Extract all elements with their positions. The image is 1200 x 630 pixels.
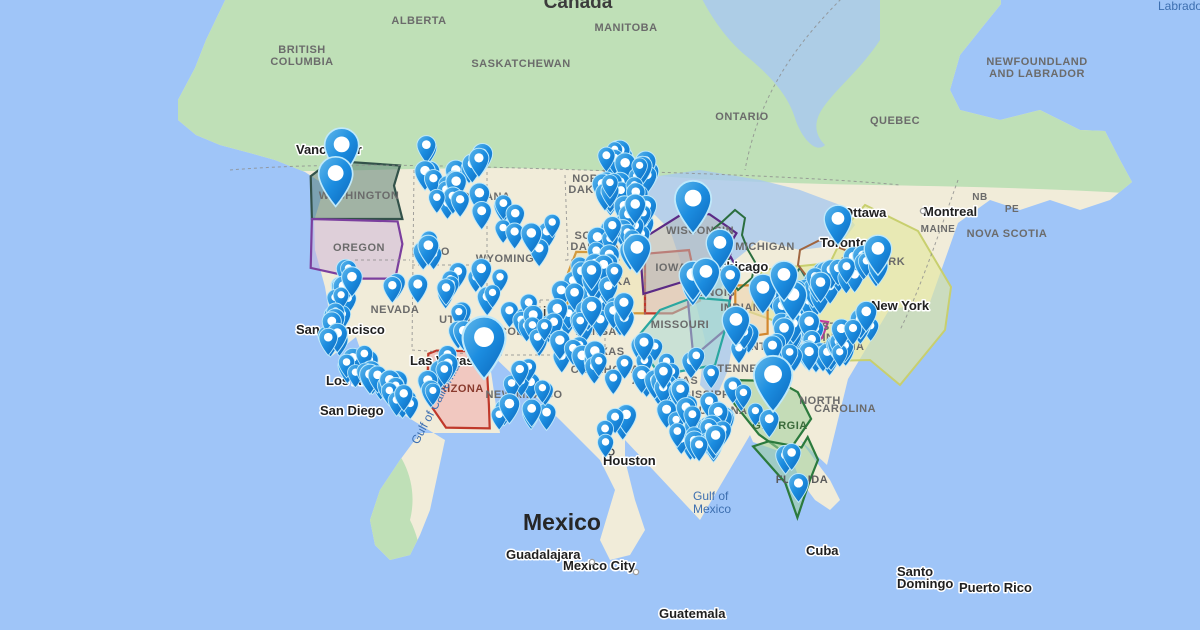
svg-text:MANITOBA: MANITOBA: [594, 22, 657, 34]
svg-text:Domingo: Domingo: [897, 576, 953, 591]
svg-text:SASKATCHEWAN: SASKATCHEWAN: [471, 58, 570, 70]
svg-text:COLUMBIA: COLUMBIA: [270, 56, 333, 68]
svg-text:OREGON: OREGON: [333, 242, 385, 254]
svg-text:Mexico City: Mexico City: [563, 558, 636, 573]
svg-text:San Diego: San Diego: [320, 403, 384, 418]
svg-text:ALBERTA: ALBERTA: [391, 15, 446, 27]
svg-text:NOVA SCOTIA: NOVA SCOTIA: [967, 228, 1048, 240]
svg-text:Guatemala: Guatemala: [659, 606, 726, 621]
svg-text:Mexico: Mexico: [523, 509, 601, 535]
svg-text:New York: New York: [871, 298, 930, 313]
svg-text:NEVADA: NEVADA: [371, 304, 420, 316]
svg-text:MISSOURI: MISSOURI: [651, 319, 709, 331]
svg-text:Montreal: Montreal: [923, 204, 977, 219]
svg-text:Mexico: Mexico: [693, 502, 731, 516]
svg-text:Labrador Sea: Labrador Sea: [1158, 0, 1200, 13]
svg-text:MAINE: MAINE: [921, 224, 956, 235]
svg-text:BRITISH: BRITISH: [278, 44, 326, 56]
svg-text:Puerto Rico: Puerto Rico: [959, 580, 1032, 595]
svg-text:PE: PE: [1005, 204, 1019, 215]
svg-text:ONTARIO: ONTARIO: [715, 111, 768, 123]
svg-text:Gulf of: Gulf of: [693, 489, 729, 503]
svg-text:NB: NB: [972, 192, 987, 203]
svg-text:MICHIGAN: MICHIGAN: [735, 241, 795, 253]
svg-text:Cuba: Cuba: [806, 543, 839, 558]
svg-text:CAROLINA: CAROLINA: [814, 403, 876, 415]
svg-text:QUEBEC: QUEBEC: [870, 115, 920, 127]
svg-text:AND LABRADOR: AND LABRADOR: [989, 68, 1085, 80]
svg-text:Canada: Canada: [544, 0, 613, 13]
svg-text:NEWFOUNDLAND: NEWFOUNDLAND: [986, 56, 1087, 68]
